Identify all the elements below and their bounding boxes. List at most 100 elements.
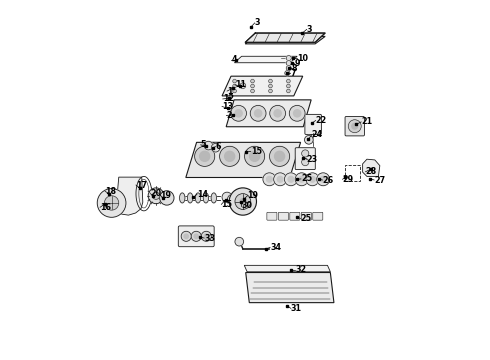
FancyBboxPatch shape: [178, 226, 214, 247]
Text: 3: 3: [255, 18, 260, 27]
Circle shape: [302, 150, 309, 157]
Polygon shape: [363, 159, 380, 176]
Text: 27: 27: [374, 176, 385, 185]
Circle shape: [287, 79, 290, 83]
Circle shape: [274, 151, 285, 161]
Circle shape: [233, 79, 236, 83]
Ellipse shape: [196, 193, 201, 203]
Circle shape: [295, 173, 308, 186]
Text: 32: 32: [295, 265, 306, 274]
Circle shape: [251, 79, 254, 83]
Ellipse shape: [188, 193, 193, 203]
Circle shape: [249, 151, 260, 161]
Circle shape: [224, 151, 235, 161]
Polygon shape: [117, 177, 143, 215]
Circle shape: [245, 146, 265, 166]
Polygon shape: [234, 56, 297, 63]
FancyBboxPatch shape: [345, 117, 365, 136]
Circle shape: [269, 84, 272, 88]
FancyBboxPatch shape: [305, 114, 321, 134]
Circle shape: [254, 110, 262, 117]
Circle shape: [286, 55, 291, 60]
Polygon shape: [245, 273, 334, 303]
Circle shape: [299, 176, 304, 182]
Text: 7: 7: [290, 69, 295, 78]
Circle shape: [287, 89, 290, 93]
Text: 28: 28: [366, 167, 377, 176]
Circle shape: [152, 192, 160, 199]
Circle shape: [285, 71, 290, 76]
Circle shape: [240, 199, 245, 204]
Text: 13: 13: [222, 102, 233, 111]
Circle shape: [181, 231, 191, 241]
Circle shape: [286, 66, 291, 71]
Circle shape: [160, 191, 174, 205]
Circle shape: [294, 110, 301, 117]
Text: 6: 6: [216, 142, 221, 151]
Circle shape: [222, 192, 232, 202]
Circle shape: [204, 234, 208, 238]
Text: 4: 4: [231, 55, 237, 64]
Text: 16: 16: [100, 203, 111, 212]
Circle shape: [250, 105, 266, 121]
Circle shape: [269, 89, 272, 93]
Text: 29: 29: [343, 175, 354, 184]
Circle shape: [235, 194, 251, 210]
Polygon shape: [226, 100, 311, 127]
Circle shape: [269, 79, 272, 83]
Circle shape: [320, 176, 326, 182]
Circle shape: [184, 234, 188, 238]
Circle shape: [289, 105, 305, 121]
Circle shape: [306, 173, 319, 186]
Text: 15: 15: [221, 200, 232, 209]
Polygon shape: [245, 265, 330, 272]
Circle shape: [288, 176, 294, 182]
Polygon shape: [222, 76, 303, 96]
Ellipse shape: [203, 193, 209, 203]
Circle shape: [233, 89, 236, 93]
Circle shape: [229, 188, 256, 215]
Circle shape: [251, 84, 254, 88]
Circle shape: [287, 84, 290, 88]
Text: 24: 24: [312, 130, 323, 139]
Text: 33: 33: [204, 234, 215, 243]
FancyBboxPatch shape: [290, 212, 300, 220]
Circle shape: [302, 158, 309, 166]
Circle shape: [199, 151, 210, 161]
Text: 31: 31: [291, 304, 302, 313]
Circle shape: [104, 196, 119, 210]
Circle shape: [233, 84, 236, 88]
Text: 25: 25: [300, 214, 312, 223]
Ellipse shape: [211, 193, 217, 203]
Circle shape: [235, 237, 244, 246]
Text: 19: 19: [247, 191, 259, 200]
Text: 21: 21: [361, 117, 372, 126]
Text: 20: 20: [150, 189, 161, 198]
Circle shape: [251, 89, 254, 93]
Circle shape: [270, 105, 286, 121]
Text: 12: 12: [223, 94, 234, 103]
Polygon shape: [245, 33, 325, 42]
Circle shape: [201, 231, 211, 241]
Circle shape: [310, 176, 315, 182]
Circle shape: [240, 83, 245, 89]
Text: 5: 5: [200, 140, 206, 149]
Text: 19: 19: [160, 190, 172, 199]
Circle shape: [220, 146, 240, 166]
Text: 23: 23: [307, 155, 318, 164]
Circle shape: [97, 189, 126, 217]
Text: 18: 18: [105, 187, 116, 196]
FancyBboxPatch shape: [301, 212, 311, 220]
Text: 30: 30: [242, 201, 252, 210]
Text: 34: 34: [270, 243, 281, 252]
FancyBboxPatch shape: [267, 212, 277, 220]
Circle shape: [211, 143, 220, 152]
Circle shape: [195, 146, 215, 166]
Circle shape: [148, 188, 164, 204]
Circle shape: [191, 231, 201, 241]
Text: 14: 14: [197, 190, 208, 199]
Circle shape: [274, 173, 287, 186]
Circle shape: [285, 173, 297, 186]
Polygon shape: [186, 142, 300, 177]
Text: 11: 11: [235, 81, 246, 90]
